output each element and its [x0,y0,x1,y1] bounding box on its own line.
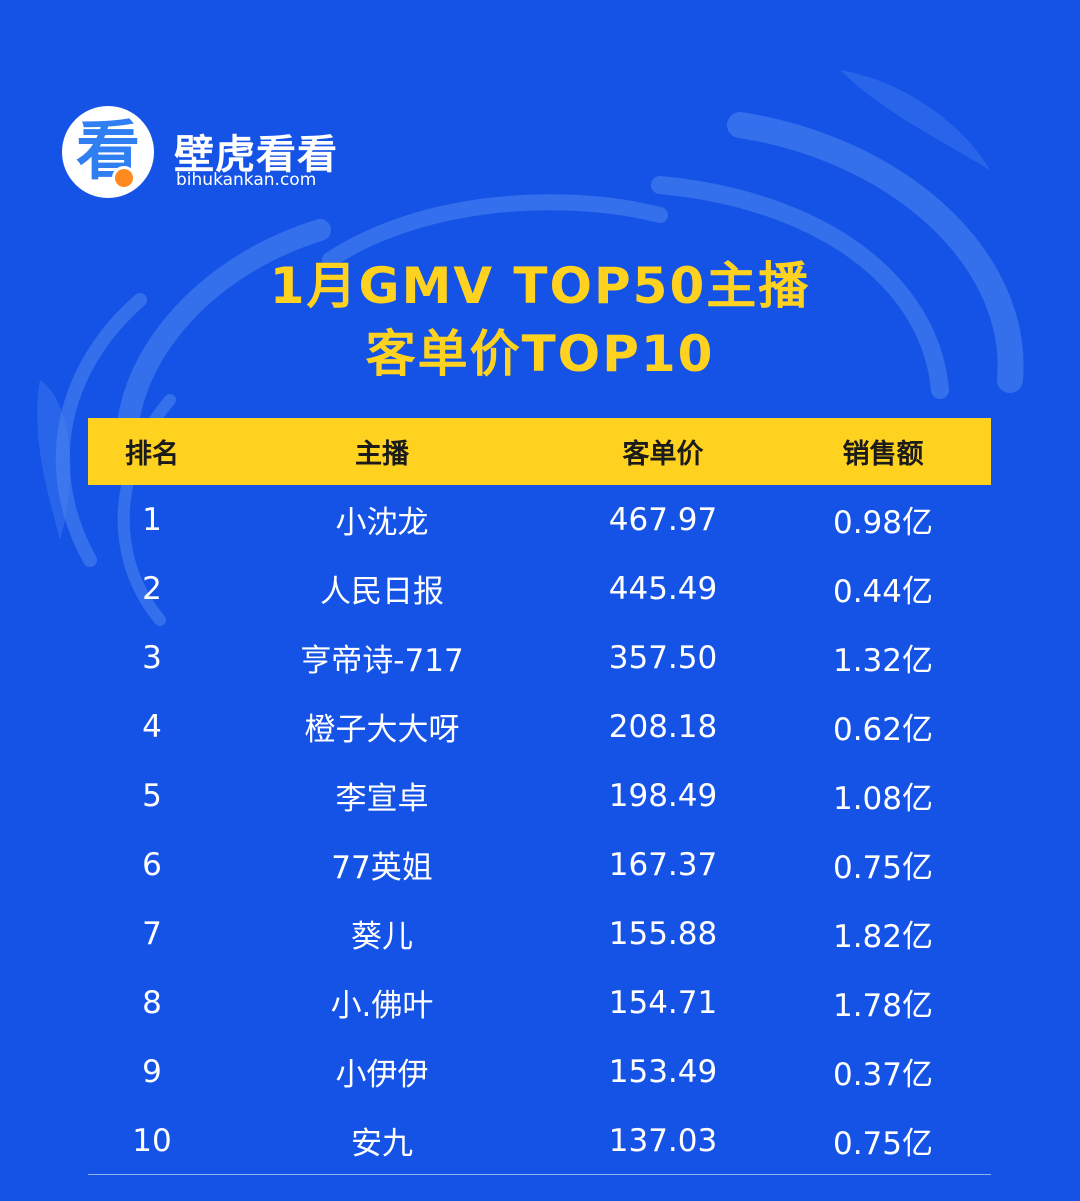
table-row: 6 77英姐 167.37 0.75亿 [88,830,991,899]
cell-rank: 6 [142,846,162,883]
header-rank: 排名 [125,439,179,470]
cell-avg-price: 357.50 [608,639,718,676]
header-sales: 销售额 [842,439,924,470]
cell-anchor: 小.佛叶 [330,988,434,1024]
table-body: 1 小沈龙 467.97 0.98亿 2 人民日报 445.49 0.44亿 3… [88,485,991,1175]
table-row: 5 李宣卓 198.49 1.08亿 [88,761,991,830]
page-title-line-1: 1月GMV TOP50主播 [269,257,811,315]
cell-avg-price: 167.37 [608,846,718,883]
cell-avg-price: 198.49 [608,777,718,814]
cell-anchor: 亨帝诗-717 [300,643,464,679]
cell-anchor: 77英姐 [331,850,433,886]
table-row: 1 小沈龙 467.97 0.98亿 [88,485,991,554]
cell-rank: 2 [142,570,162,607]
cell-avg-price: 467.97 [608,501,718,538]
ranking-table: 排名 主播 客单价 销售额 1 小沈龙 467.97 0.98亿 2 人民日报 … [88,418,991,1175]
logo: 看 [62,106,154,198]
cell-avg-price: 137.03 [608,1122,718,1159]
cell-sales: 0.62亿 [832,712,934,748]
page-title-line-2: 客单价TOP10 [365,325,715,383]
cell-anchor: 安九 [351,1126,413,1162]
table-row: 10 安九 137.03 0.75亿 [88,1106,991,1175]
cell-anchor: 李宣卓 [335,781,429,817]
cell-sales: 0.44亿 [832,574,934,610]
cell-rank: 4 [142,708,162,745]
cell-anchor: 橙子大大呀 [304,712,460,748]
cell-sales: 0.75亿 [832,850,934,886]
table-header-row: 排名 主播 客单价 销售额 [88,418,991,485]
brand-name: 壁虎看看 [174,132,338,178]
logo-dot-icon [112,166,136,190]
table-row: 4 橙子大大呀 208.18 0.62亿 [88,692,991,761]
cell-avg-price: 155.88 [608,915,718,952]
cell-sales: 1.78亿 [832,988,934,1024]
table-row: 7 葵儿 155.88 1.82亿 [88,899,991,968]
cell-rank: 8 [142,984,162,1021]
brand-url: bihukankan.com [176,170,317,190]
table-row: 3 亨帝诗-717 357.50 1.32亿 [88,623,991,692]
cell-anchor: 小伊伊 [335,1057,429,1093]
table-bottom-divider [88,1174,991,1175]
brand-header: 看 壁虎看看 bihukankan.com [62,104,392,198]
header-avg-price: 客单价 [622,439,704,470]
cell-anchor: 葵儿 [351,919,413,955]
cell-avg-price: 208.18 [608,708,718,745]
cell-avg-price: 445.49 [608,570,718,607]
header-anchor: 主播 [355,439,409,470]
logo-glyph-icon: 看 [76,115,140,189]
table-row: 8 小.佛叶 154.71 1.78亿 [88,968,991,1037]
cell-sales: 0.37亿 [832,1057,934,1093]
cell-sales: 1.08亿 [832,781,934,817]
cell-sales: 0.98亿 [832,505,934,541]
cell-sales: 1.32亿 [832,643,934,679]
cell-avg-price: 153.49 [608,1053,718,1090]
cell-anchor: 人民日报 [320,574,444,610]
cell-rank: 10 [132,1122,172,1159]
cell-sales: 1.82亿 [832,919,934,955]
table-row: 2 人民日报 445.49 0.44亿 [88,554,991,623]
cell-rank: 7 [142,915,162,952]
cell-rank: 9 [142,1053,162,1090]
cell-anchor: 小沈龙 [335,505,429,541]
cell-avg-price: 154.71 [608,984,718,1021]
cell-rank: 3 [142,639,162,676]
cell-rank: 5 [142,777,162,814]
cell-sales: 0.75亿 [832,1126,934,1162]
cell-rank: 1 [142,501,162,538]
table-row: 9 小伊伊 153.49 0.37亿 [88,1037,991,1106]
